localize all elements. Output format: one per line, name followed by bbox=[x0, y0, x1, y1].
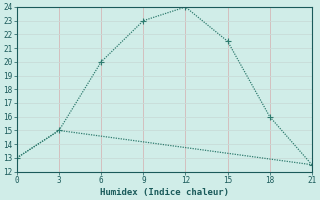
X-axis label: Humidex (Indice chaleur): Humidex (Indice chaleur) bbox=[100, 188, 229, 197]
